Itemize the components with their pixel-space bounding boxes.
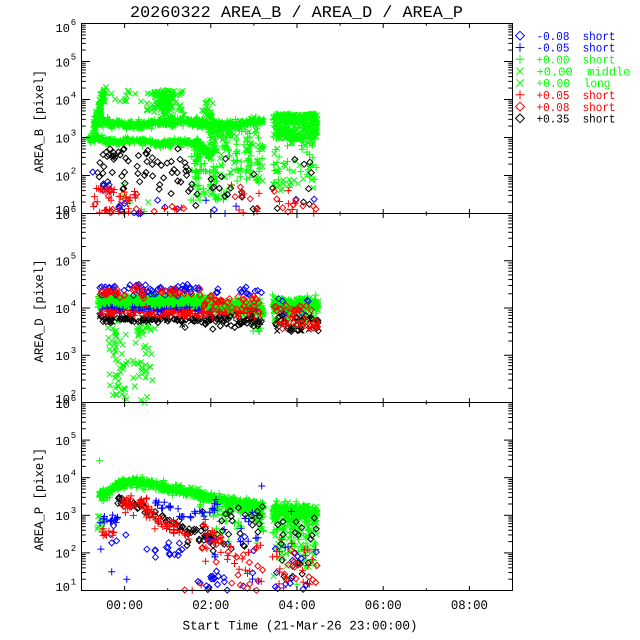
svg-text:10: 10 (55, 303, 70, 317)
svg-text:10: 10 (55, 510, 70, 524)
svg-text:6: 6 (71, 394, 76, 404)
svg-text:10: 10 (55, 350, 70, 364)
svg-text:3: 3 (71, 346, 76, 356)
svg-text:08:00: 08:00 (451, 598, 488, 613)
svg-text:3: 3 (71, 128, 76, 138)
svg-text:+0.00 long: +0.00 long (537, 77, 611, 91)
svg-text:5: 5 (71, 252, 76, 262)
svg-text:2: 2 (71, 389, 76, 399)
svg-text:04:00: 04:00 (279, 598, 316, 613)
svg-text:2: 2 (71, 544, 76, 554)
svg-text:1: 1 (71, 577, 76, 587)
svg-text:10: 10 (55, 22, 70, 36)
svg-text:3: 3 (71, 506, 76, 516)
svg-text:10: 10 (55, 581, 70, 595)
svg-text:10: 10 (55, 473, 70, 487)
svg-text:10: 10 (55, 393, 70, 407)
svg-text:00:00: 00:00 (106, 598, 143, 613)
svg-text:+0.00 middle: +0.00 middle (537, 65, 631, 79)
svg-text:Start Time (21-Mar-26 23:00:00: Start Time (21-Mar-26 23:00:00) (183, 619, 418, 634)
svg-text:10: 10 (55, 398, 70, 412)
svg-text:6: 6 (71, 18, 76, 28)
svg-text:AREA_B [pixel]: AREA_B [pixel] (32, 70, 47, 173)
svg-text:4: 4 (71, 90, 76, 100)
svg-text:10: 10 (55, 132, 70, 146)
svg-text:4: 4 (71, 469, 76, 479)
svg-text:5: 5 (71, 431, 76, 441)
svg-text:+0.05 short: +0.05 short (537, 89, 616, 103)
svg-text:10: 10 (55, 56, 70, 70)
svg-text:+0.08 short: +0.08 short (537, 101, 616, 115)
svg-text:5: 5 (71, 52, 76, 62)
svg-text:+0.00 short: +0.00 short (537, 54, 616, 68)
svg-text:10: 10 (55, 548, 70, 562)
svg-text:-0.08 short: -0.08 short (537, 30, 616, 44)
svg-text:10: 10 (55, 94, 70, 108)
svg-text:+0.35 short: +0.35 short (537, 113, 616, 127)
svg-text:6: 6 (71, 205, 76, 215)
svg-text:02:00: 02:00 (192, 598, 229, 613)
svg-text:10: 10 (55, 170, 70, 184)
svg-text:AREA_D [pixel]: AREA_D [pixel] (32, 260, 47, 363)
svg-text:10: 10 (55, 256, 70, 270)
svg-text:10: 10 (55, 435, 70, 449)
svg-text:AREA_P [pixel]: AREA_P [pixel] (32, 448, 47, 551)
svg-text:1: 1 (71, 200, 76, 210)
svg-text:10: 10 (55, 209, 70, 223)
svg-text:-0.05 short: -0.05 short (537, 42, 616, 56)
svg-text:10: 10 (55, 204, 70, 218)
svg-text:06:00: 06:00 (365, 598, 402, 613)
svg-text:4: 4 (71, 299, 76, 309)
svg-text:20260322 AREA_B / AREA_D / ARE: 20260322 AREA_B / AREA_D / AREA_P (130, 3, 463, 22)
svg-text:2: 2 (71, 166, 76, 176)
